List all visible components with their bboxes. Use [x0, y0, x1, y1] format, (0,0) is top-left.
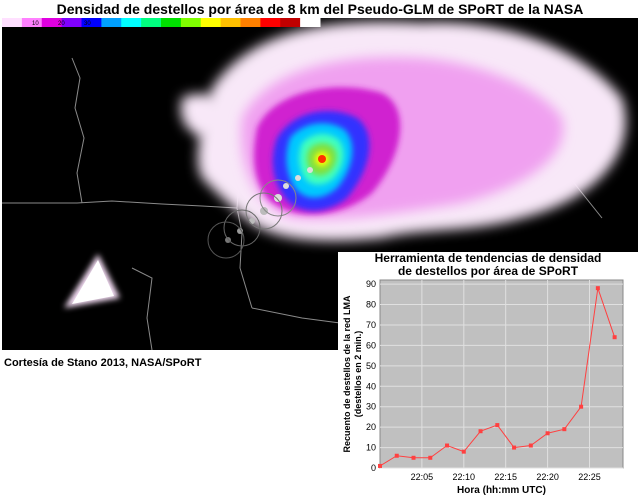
colorbar-swatch [161, 18, 182, 27]
data-point [562, 427, 567, 432]
storm-track [207, 167, 313, 259]
y-tick-label: 30 [366, 402, 376, 412]
colorbar-swatch [240, 18, 261, 27]
x-axis-label: Hora (hh:mm UTC) [457, 485, 546, 496]
flash-density-map: 10 20 30 [2, 18, 638, 350]
x-tick-label: 22:15 [494, 472, 517, 482]
colorbar-swatch [141, 18, 162, 27]
y-tick-label: 50 [366, 361, 376, 371]
x-tick-label: 22:10 [453, 472, 476, 482]
y-tick-label: 40 [366, 381, 376, 391]
data-point [579, 404, 584, 409]
y-tick-label: 0 [371, 463, 376, 473]
data-point [545, 431, 550, 436]
colorbar-swatch [121, 18, 142, 27]
trend-title: Herramienta de tendencias de densidad de… [338, 252, 638, 278]
data-point [394, 453, 399, 458]
colorbar-tick-label: 20 [58, 21, 65, 27]
trend-title-line2: de destellos por área de SPoRT [397, 264, 579, 278]
data-point [461, 449, 466, 454]
y-tick-label: 10 [366, 443, 376, 453]
y-tick-label: 20 [366, 422, 376, 432]
x-tick-label: 22:25 [578, 472, 601, 482]
isolated-cell-core [72, 260, 114, 304]
credit-text: Cortesía de Stano 2013, NASA/SPoRT [4, 357, 202, 369]
colorbar-swatch [260, 18, 281, 27]
y-axis-label-line2: (destellos en 2 min.) [353, 331, 363, 418]
colorbar-tick-label: 30 [84, 21, 91, 27]
data-point [411, 455, 416, 460]
colorbar-swatch [220, 18, 241, 27]
trend-title-line1: Herramienta de tendencias de densidad [374, 251, 602, 265]
colorbar-swatch [21, 18, 43, 27]
colorbar-swatch [81, 18, 102, 27]
colorbar-swatch [180, 18, 202, 27]
colorbar-swatch [2, 18, 23, 27]
data-point [428, 455, 433, 460]
y-tick-label: 80 [366, 300, 376, 310]
x-tick-label: 22:20 [536, 472, 559, 482]
colorbar-swatch [280, 18, 301, 27]
data-point [528, 443, 533, 448]
data-point [595, 286, 600, 291]
data-point [478, 429, 483, 434]
data-point [495, 423, 500, 428]
y-tick-label: 60 [366, 340, 376, 350]
colorbar-swatch [300, 18, 321, 27]
map-graphic: 10 20 30 [2, 18, 626, 350]
colorbar: 10 20 30 [2, 18, 321, 27]
colorbar-swatch [101, 18, 122, 27]
flash-density-plume [180, 21, 626, 241]
colorbar-swatch [61, 18, 82, 27]
plot-area [379, 279, 624, 469]
page-title: Densidad de destellos por área de 8 km d… [56, 1, 584, 17]
data-point [445, 443, 450, 448]
colorbar-swatch [200, 18, 222, 27]
colorbar-swatch [41, 18, 63, 27]
trend-tool-panel: Herramienta de tendencias de densidad de… [338, 252, 638, 500]
y-axis-label-line1: Recuento de destellos de la red LMA [342, 295, 352, 453]
trend-chart: 0 10 20 30 40 50 60 70 80 90 22:05 22:10 22:15 22:20 2… [342, 279, 624, 496]
data-point [378, 463, 382, 468]
data-point [512, 445, 517, 450]
colorbar-tick-label: 10 [32, 21, 39, 27]
y-tick-label: 70 [366, 320, 376, 330]
data-point [612, 335, 617, 340]
x-tick-label: 22:05 [411, 472, 434, 482]
y-tick-label: 90 [366, 279, 376, 289]
